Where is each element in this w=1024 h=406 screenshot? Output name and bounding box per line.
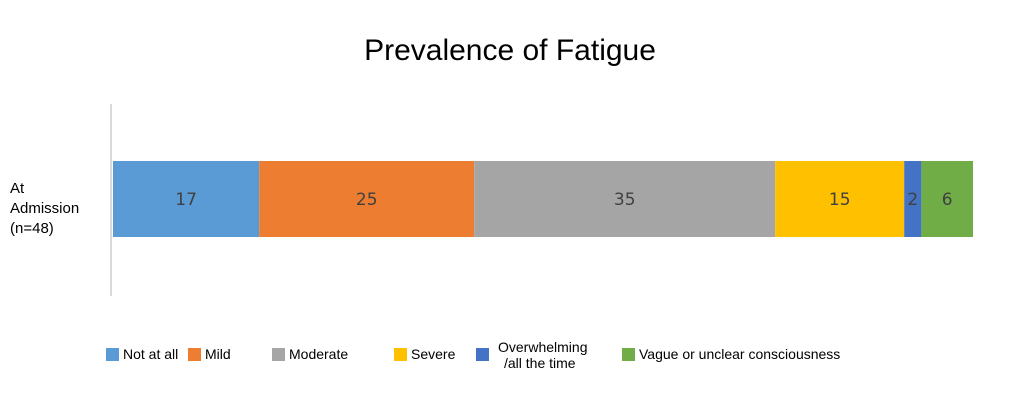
legend-swatch xyxy=(106,348,119,361)
legend-label: Severe xyxy=(411,346,456,362)
category-labels: At Admission (n=48) xyxy=(10,180,79,237)
category-label-line: Admission xyxy=(10,200,79,217)
chart-title: Prevalence of Fatigue xyxy=(364,34,656,67)
legend-swatch xyxy=(622,348,635,361)
bar-segment xyxy=(113,161,260,237)
legend: Not at all Mild Moderate Severe Overwhelming… xyxy=(106,339,840,371)
legend-swatch xyxy=(394,348,407,361)
legend-label: Overwhelming xyxy=(498,339,587,355)
category-label-line: (n=48) xyxy=(10,220,54,237)
bar-segment xyxy=(474,161,776,237)
legend-swatch xyxy=(476,348,489,361)
legend-label: Moderate xyxy=(289,346,348,362)
data-label: 25 xyxy=(356,190,378,210)
bar-segment xyxy=(921,161,973,237)
data-label: 2 xyxy=(907,190,918,210)
legend-label: Mild xyxy=(205,346,231,362)
legend-label: Vague or unclear consciousness xyxy=(639,346,840,362)
legend-label: Not at all xyxy=(123,346,178,362)
data-label: 35 xyxy=(614,190,636,210)
bar-segment xyxy=(775,161,905,237)
data-label: 6 xyxy=(942,190,953,210)
data-label: 15 xyxy=(829,190,851,210)
data-label: 17 xyxy=(175,190,197,210)
legend-swatch xyxy=(272,348,285,361)
bar-segments xyxy=(113,161,973,237)
legend-label: /all the time xyxy=(504,355,576,371)
category-label-line: At xyxy=(10,180,25,197)
legend-swatch xyxy=(188,348,201,361)
data-labels: 17 25 35 15 2 6 xyxy=(175,190,952,210)
bar-segment xyxy=(904,161,922,237)
bar-segment xyxy=(259,161,475,237)
